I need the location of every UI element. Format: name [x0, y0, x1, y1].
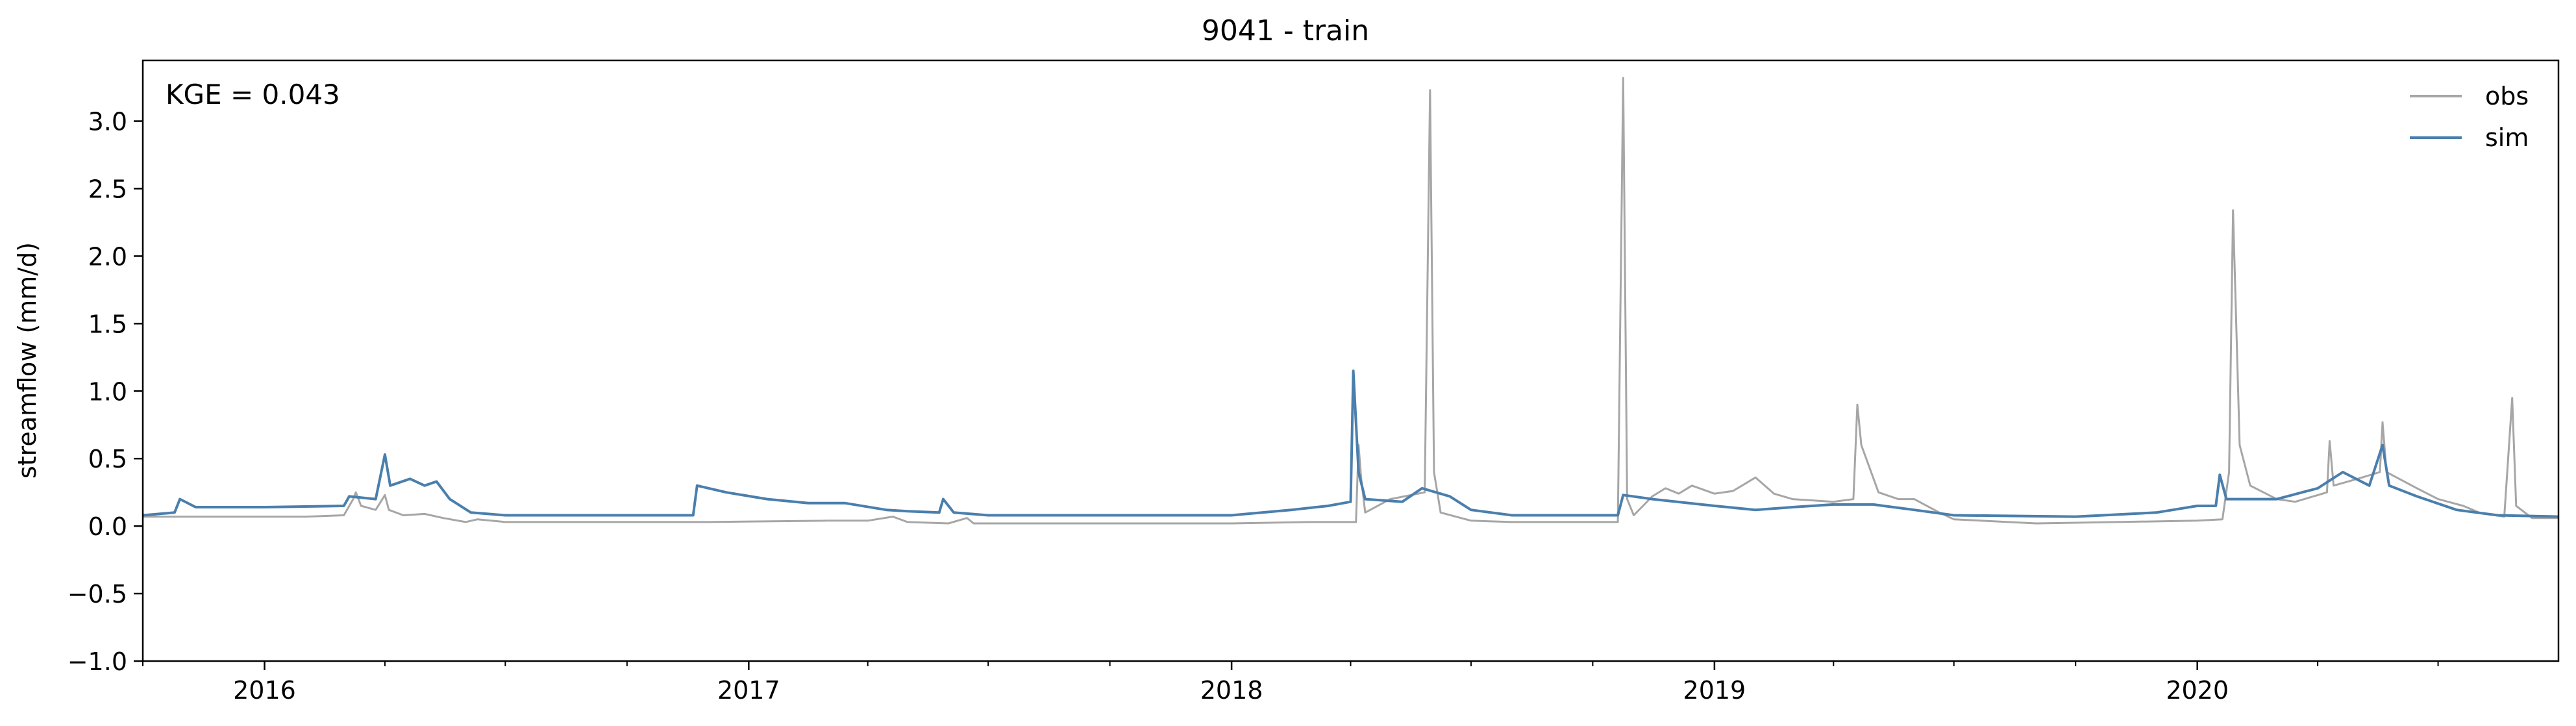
x-tick-label: 2018 — [1200, 676, 1263, 705]
x-axis: 2016 2017 2018 2019 2020 — [142, 661, 2439, 705]
series-line-sim — [143, 369, 2558, 518]
chart-title: 9041 - train — [1202, 14, 1369, 47]
x-tick-label: 2017 — [717, 676, 780, 705]
x-tick-label: 2019 — [1683, 676, 1746, 705]
y-axis: −1.0 −0.5 0.0 0.5 1.0 1.5 2.0 2.5 3.0 — [68, 108, 143, 676]
y-tick-label: 0.5 — [88, 445, 127, 473]
y-tick-label: 0.0 — [88, 512, 127, 541]
y-tick-label: 1.5 — [88, 310, 127, 338]
y-tick-label: 3.0 — [88, 108, 127, 136]
y-tick-label: 1.0 — [88, 377, 127, 406]
legend-label-obs: obs — [2485, 82, 2529, 110]
legend-label-sim: sim — [2485, 123, 2529, 152]
x-tick-label: 2016 — [233, 676, 296, 705]
y-tick-label: −0.5 — [68, 580, 127, 608]
y-axis-label: streamflow (mm/d) — [13, 242, 42, 479]
y-tick-label: 2.0 — [88, 242, 127, 271]
series-line-obs — [143, 77, 2558, 525]
y-tick-label: 2.5 — [88, 175, 127, 203]
series-layer — [143, 77, 2558, 525]
y-tick-label: −1.0 — [68, 647, 127, 676]
kge-annotation: KGE = 0.043 — [166, 79, 340, 110]
x-tick-label: 2020 — [2166, 676, 2229, 705]
legend: obs sim — [2410, 82, 2529, 152]
